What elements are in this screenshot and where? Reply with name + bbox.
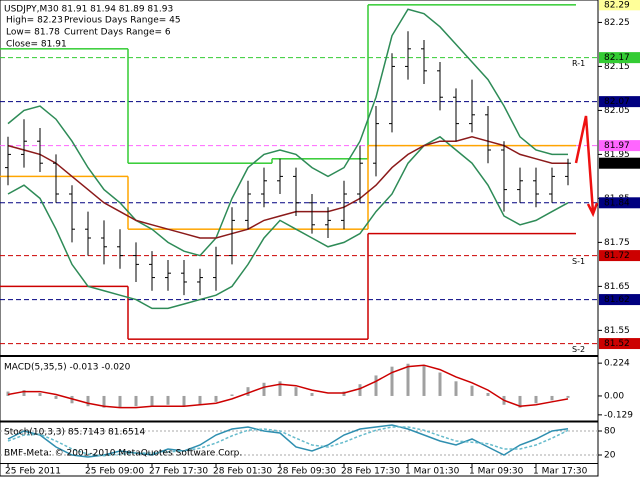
macd-bar: [182, 395, 186, 407]
stoch-main: [7, 424, 569, 458]
macd-bar: [150, 395, 154, 407]
y-tick-label: 0.224: [604, 359, 630, 369]
macd-bar: [518, 395, 522, 408]
x-tick-label: 1 Mar 01:30: [405, 467, 460, 477]
price-badge: [599, 96, 640, 108]
pivot-label: S-2: [572, 345, 585, 354]
forecast-arrow: [574, 115, 595, 213]
pivot-label: S-1: [572, 257, 585, 266]
macd-bar: [54, 395, 58, 399]
macd-bar: [550, 395, 554, 401]
price-badge-label: 81.52: [604, 339, 630, 349]
price-badge-label: 81.62: [604, 295, 630, 305]
macd-title: MACD(5,35,5) -0.013 -0.020: [4, 363, 131, 373]
macd-bar: [374, 375, 378, 396]
macd-bar: [262, 382, 266, 396]
macd-bar: [134, 395, 138, 407]
info-high: High= 82.23: [6, 16, 63, 26]
price-badge: [599, 157, 640, 169]
x-tick-label: 25 Feb 2011: [5, 467, 61, 477]
price-badge: [599, 52, 640, 64]
price-badge: [599, 338, 640, 350]
x-tick-label: 25 Feb 09:00: [85, 467, 144, 477]
stoch-title: Stoch(10,3,3) 85.7143 81.6514: [4, 428, 145, 438]
macd-bar: [454, 381, 458, 396]
macd-bar: [38, 393, 42, 396]
price-badge: [599, 250, 640, 262]
price-badge: [599, 140, 640, 152]
y-tick-label: 0.00: [604, 391, 624, 401]
macd-bar: [278, 381, 282, 396]
price-badge-label: 81.93: [604, 159, 630, 169]
y-tick-label: 80: [604, 427, 616, 437]
x-tick-label: 28 Feb 01:30: [213, 467, 272, 477]
y-tick-label: 81.95: [604, 150, 630, 160]
copyright: BMF-Meta: © 2001-2010 MetaQuotes Softwar…: [4, 449, 242, 459]
info-close: Close= 81.91: [6, 40, 67, 50]
forecast-arrow-head: [586, 202, 599, 218]
x-tick-label: 28 Feb 17:30: [341, 467, 400, 477]
macd-bar: [470, 385, 474, 396]
info-cur-range: Current Days Range= 6: [64, 28, 171, 38]
price-badge-label: 81.72: [604, 251, 630, 261]
y-tick-label: 82.15: [604, 62, 630, 72]
pivot-label: R-1: [572, 59, 585, 68]
price-badge: [599, 0, 640, 11]
y-tick-label: 82.05: [604, 106, 630, 116]
macd-bar: [246, 387, 250, 396]
y-tick-label: -0.129: [604, 410, 633, 420]
price-badge-label: 82.29: [604, 0, 630, 10]
macd-bar: [198, 395, 202, 405]
price-badge: [599, 294, 640, 306]
macd-bar: [406, 363, 410, 396]
bollinger-lower: [7, 135, 569, 310]
macd-bar: [22, 390, 26, 396]
info-prev-range: Previous Days Range= 45: [64, 16, 181, 26]
macd-bar: [422, 365, 426, 396]
macd-bar: [294, 387, 298, 396]
price-badge-label: 82.17: [604, 53, 630, 63]
price-badge-label: 81.97: [604, 141, 630, 151]
macd-bar: [566, 395, 570, 398]
symbol-info: USDJPY,M30 81.91 81.94 81.89 81.93: [4, 5, 173, 15]
y-tick-label: 81.75: [604, 238, 630, 248]
macd-bar: [390, 366, 394, 396]
macd-bar: [358, 384, 362, 396]
macd-bar: [102, 395, 106, 408]
moving-average: [7, 136, 568, 239]
price-badge-label: 82.07: [604, 97, 630, 107]
macd-signal: [7, 364, 569, 409]
x-tick-label: 27 Feb 17:30: [149, 467, 208, 477]
x-tick-label: 28 Feb 09:30: [277, 467, 336, 477]
macd-bar: [486, 393, 490, 396]
bollinger-upper: [7, 8, 568, 257]
y-tick-label: 81.55: [604, 326, 630, 336]
macd-bar: [118, 395, 122, 408]
y-tick-label: 81.65: [604, 282, 630, 292]
price-badge: [599, 197, 640, 209]
macd-bar: [230, 394, 234, 396]
x-tick-label: 1 Mar 17:30: [533, 467, 588, 477]
macd-bar: [310, 393, 314, 396]
info-low: Low= 81.78: [6, 28, 60, 38]
macd-bar: [438, 372, 442, 396]
x-tick-label: 1 Mar 09:30: [469, 467, 524, 477]
macd-bar: [86, 395, 90, 407]
macd-bar: [214, 395, 218, 402]
price-badge-label: 81.84: [604, 198, 630, 208]
macd-bar: [166, 395, 170, 405]
y-tick-label: 20: [604, 451, 616, 461]
macd-bar: [534, 395, 538, 404]
y-tick-label: 82.25: [604, 18, 630, 28]
